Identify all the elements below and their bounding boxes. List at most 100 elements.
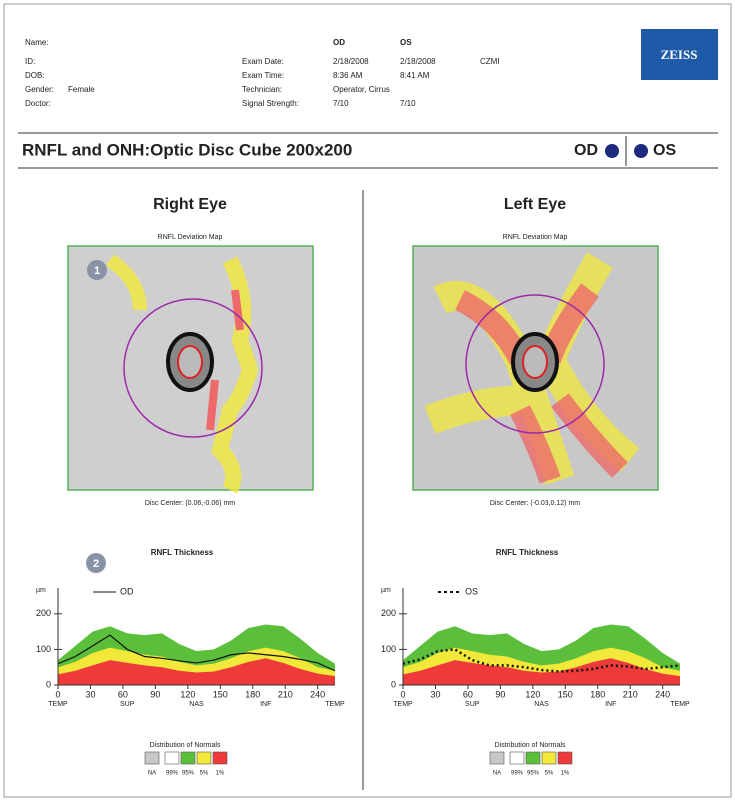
- y-axis-label: µm: [36, 587, 46, 594]
- x-tick-label: 240: [655, 689, 670, 699]
- x-tick-label: 30: [430, 689, 440, 699]
- x-tick-label: 60: [463, 689, 473, 699]
- x-tick-label: 150: [213, 689, 228, 699]
- normals-label: 95%: [182, 771, 195, 777]
- deviation-map: [68, 246, 313, 490]
- normals-label: 1%: [216, 771, 225, 777]
- field-value: 8:36 AM: [333, 71, 363, 80]
- chart-title: RNFL Thickness: [151, 548, 214, 557]
- x-tick-label: 210: [278, 689, 293, 699]
- normals-swatch: [213, 752, 227, 764]
- normals-swatch: [490, 752, 504, 764]
- region-label: INF: [605, 701, 616, 708]
- field-label: Gender:: [25, 85, 54, 94]
- normals-swatch: [197, 752, 211, 764]
- y-tick-label: 0: [46, 679, 51, 689]
- field-label: Technician:: [242, 85, 282, 94]
- normals-label: 95%: [527, 771, 540, 777]
- field-value: 2/18/2008: [400, 57, 436, 66]
- normals-label: 1%: [561, 771, 570, 777]
- x-tick-label: 90: [150, 689, 160, 699]
- normals-swatch: [145, 752, 159, 764]
- field-label: Exam Date:: [242, 57, 284, 66]
- x-tick-label: 180: [590, 689, 605, 699]
- field-label: DOB:: [25, 71, 45, 80]
- region-label: INF: [260, 701, 271, 708]
- disc-center: Disc Center: (0.06,-0.06) mm: [145, 500, 235, 507]
- y-tick-label: 0: [391, 679, 396, 689]
- region-label: TEMP: [48, 701, 68, 708]
- normals-swatch: [165, 752, 179, 764]
- region-label: NAS: [534, 701, 549, 708]
- region-label: TEMP: [393, 701, 413, 708]
- eye-title: Right Eye: [153, 196, 227, 213]
- y-axis-label: µm: [381, 587, 391, 594]
- normals-swatch: [542, 752, 556, 764]
- field-label: Signal Strength:: [242, 99, 299, 108]
- field-value: 7/10: [400, 99, 416, 108]
- normals-title: Distribution of Normals: [150, 742, 221, 749]
- normals-title: Distribution of Normals: [495, 742, 566, 749]
- normals-label: NA: [148, 771, 156, 777]
- normals-label: 99%: [511, 771, 524, 777]
- field-label: Exam Time:: [242, 71, 284, 80]
- x-tick-label: 150: [558, 689, 573, 699]
- region-label: SUP: [465, 701, 480, 708]
- eye-label: OS: [653, 142, 676, 159]
- map-title: RNFL Deviation Map: [158, 234, 223, 241]
- normals-swatch: [526, 752, 540, 764]
- map-title: RNFL Deviation Map: [503, 234, 568, 241]
- column-header: OD: [333, 38, 345, 47]
- y-tick-label: 200: [36, 608, 51, 618]
- x-tick-label: 120: [525, 689, 540, 699]
- field-value: 7/10: [333, 99, 349, 108]
- disc-center: Disc Center: (-0.03,0.12) mm: [490, 500, 580, 507]
- column-header: OS: [400, 38, 412, 47]
- x-tick-label: 0: [55, 689, 60, 699]
- legend-label: OD: [120, 586, 134, 596]
- region-label: TEMP: [670, 701, 690, 708]
- normals-label: NA: [493, 771, 501, 777]
- logo: ZEISS: [661, 47, 698, 62]
- x-tick-label: 60: [118, 689, 128, 699]
- x-tick-label: 180: [245, 689, 260, 699]
- badge-number: 2: [93, 558, 99, 570]
- eye-dot: [634, 144, 648, 158]
- y-tick-label: 100: [381, 644, 396, 654]
- field-value: Operator, Cirrus: [333, 85, 390, 94]
- field-value: 2/18/2008: [333, 57, 369, 66]
- field-label: Name:: [25, 38, 49, 47]
- cup: [178, 346, 202, 378]
- badge-number: 1: [94, 265, 100, 277]
- x-tick-label: 0: [400, 689, 405, 699]
- normals-swatch: [510, 752, 524, 764]
- normals-label: 5%: [200, 771, 209, 777]
- region-label: TEMP: [325, 701, 345, 708]
- field-label: Doctor:: [25, 99, 51, 108]
- region-label: NAS: [189, 701, 204, 708]
- x-tick-label: 120: [180, 689, 195, 699]
- deviation-map: [413, 246, 658, 490]
- y-tick-label: 200: [381, 608, 396, 618]
- field-label: ID:: [25, 57, 35, 66]
- x-tick-label: 90: [495, 689, 505, 699]
- field-value: CZMI: [480, 57, 500, 66]
- field-value: 8:41 AM: [400, 71, 430, 80]
- report-title: RNFL and ONH:Optic Disc Cube 200x200: [22, 140, 352, 159]
- cup: [523, 346, 547, 378]
- chart-title: RNFL Thickness: [496, 548, 559, 557]
- normals-label: 5%: [545, 771, 554, 777]
- x-tick-label: 210: [623, 689, 638, 699]
- eye-title: Left Eye: [504, 196, 566, 213]
- report: Name: ID: DOB: Gender: Female Doctor: OD…: [0, 0, 735, 801]
- eye-label: OD: [574, 142, 598, 159]
- x-tick-label: 30: [85, 689, 95, 699]
- normals-swatch: [558, 752, 572, 764]
- normals-swatch: [181, 752, 195, 764]
- eye-dot: [605, 144, 619, 158]
- y-tick-label: 100: [36, 644, 51, 654]
- x-tick-label: 240: [310, 689, 325, 699]
- region-label: SUP: [120, 701, 135, 708]
- legend-label: OS: [465, 586, 478, 596]
- normals-label: 99%: [166, 771, 179, 777]
